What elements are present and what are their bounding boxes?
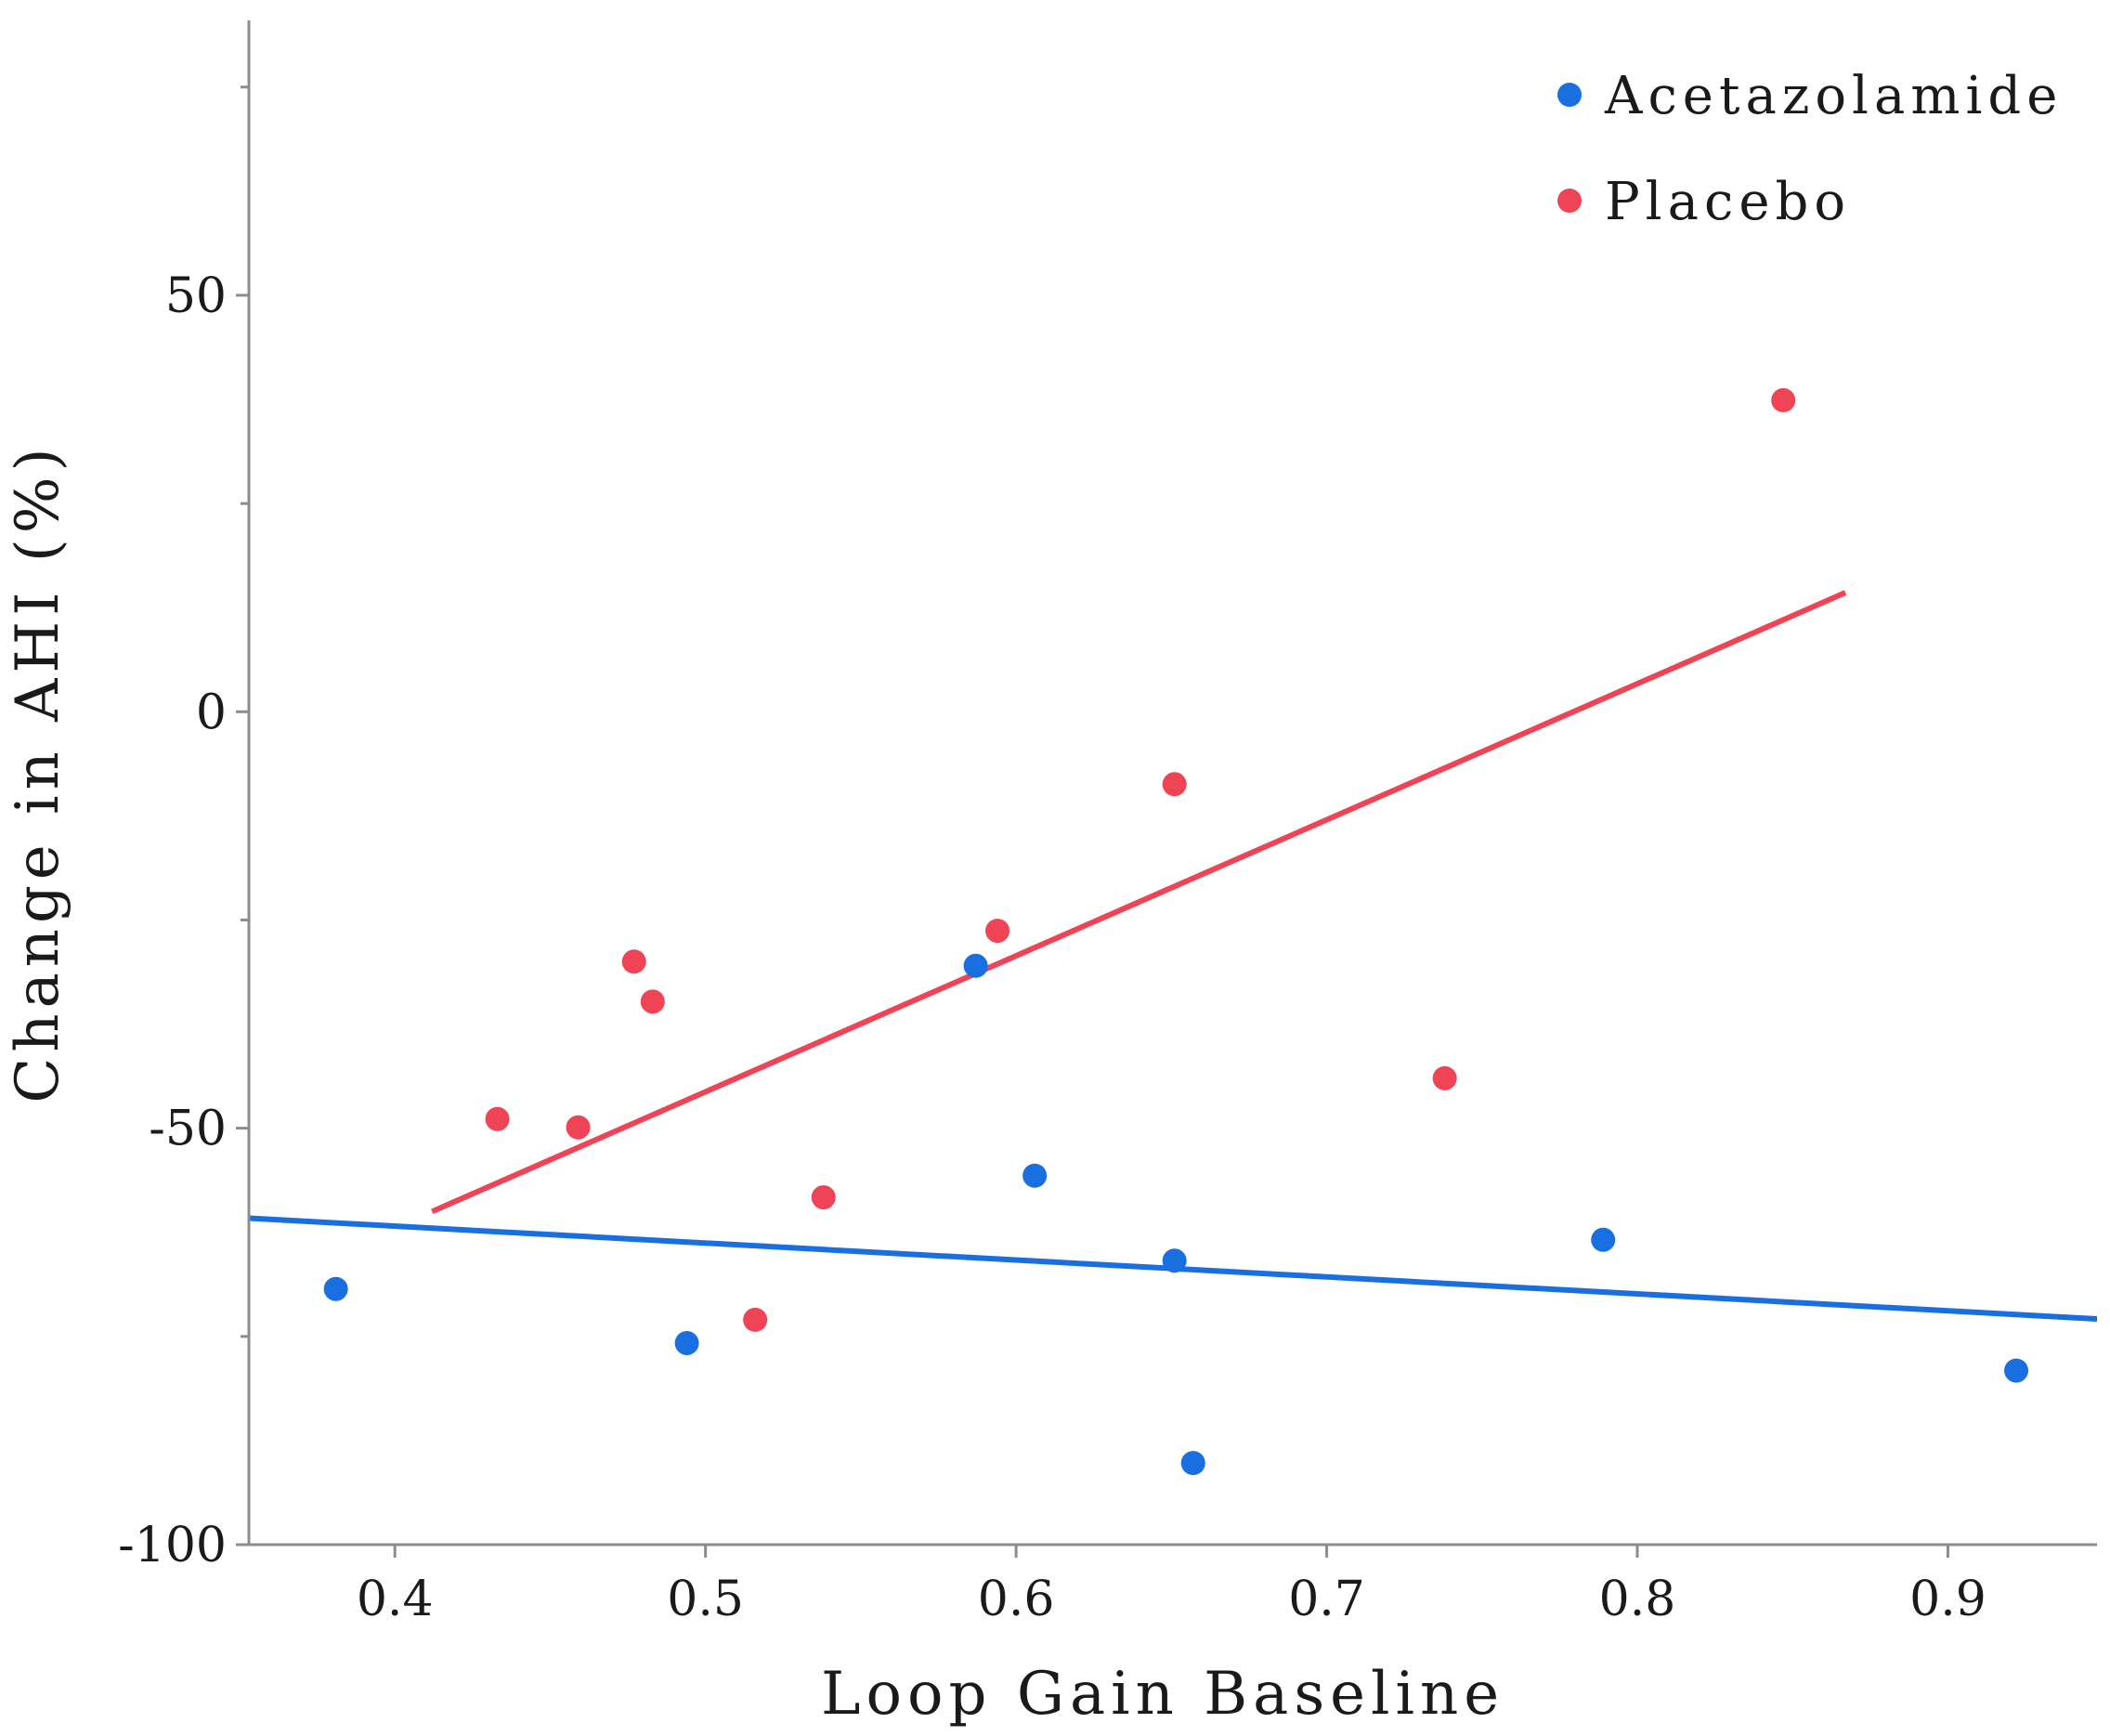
placebo-point xyxy=(743,1307,768,1332)
y-tick-label: -50 xyxy=(149,1102,227,1157)
placebo-point xyxy=(1162,772,1187,797)
y-tick-label: 0 xyxy=(196,685,227,740)
placebo-point xyxy=(485,1106,510,1131)
x-tick-label: 0.7 xyxy=(1288,1572,1365,1627)
x-tick-label: 0.6 xyxy=(978,1572,1055,1627)
placebo-point xyxy=(640,989,665,1014)
placebo-point xyxy=(621,949,646,974)
x-tick-label: 0.9 xyxy=(1909,1572,1986,1627)
acetazolamide-point xyxy=(1180,1451,1205,1476)
y-tick-label: -100 xyxy=(118,1518,227,1573)
placebo-point xyxy=(1432,1065,1457,1090)
acetazolamide-point xyxy=(323,1276,348,1301)
placebo-legend-label: Placebo xyxy=(1605,172,1851,232)
legend: Acetazolamide Placebo xyxy=(1557,66,2063,232)
x-tick-label: 0.4 xyxy=(357,1572,434,1627)
x-axis-title: Loop Gain Baseline xyxy=(821,1660,1504,1729)
placebo-legend-marker xyxy=(1557,189,1582,213)
placebo-point xyxy=(566,1115,591,1140)
placebo-point xyxy=(985,919,1010,944)
acetazolamide-point xyxy=(963,953,988,978)
acetazolamide-point xyxy=(2004,1358,2029,1383)
placebo-point xyxy=(1771,387,1796,412)
axes: -100 -50 0 50 0.4 0.5 0.6 0.7 0.8 0.9 xyxy=(118,20,2097,1627)
acetazolamide-point xyxy=(1162,1248,1187,1273)
acetazolamide-point xyxy=(1591,1227,1616,1252)
acetazolamide-legend-label: Acetazolamide xyxy=(1604,66,2063,126)
placebo-trend-line xyxy=(431,590,1847,1215)
acetazolamide-point xyxy=(1022,1163,1048,1188)
y-tick-label: 50 xyxy=(165,268,227,324)
placebo-point xyxy=(811,1185,836,1210)
y-axis-title: Change in AHI (%) xyxy=(4,442,72,1103)
data-points xyxy=(323,387,2029,1476)
x-tick-label: 0.5 xyxy=(667,1572,744,1627)
trend-lines xyxy=(248,590,2098,1322)
acetazolamide-legend-marker xyxy=(1557,83,1582,107)
x-tick-label: 0.8 xyxy=(1599,1572,1676,1627)
acetazolamide-point xyxy=(674,1330,699,1355)
